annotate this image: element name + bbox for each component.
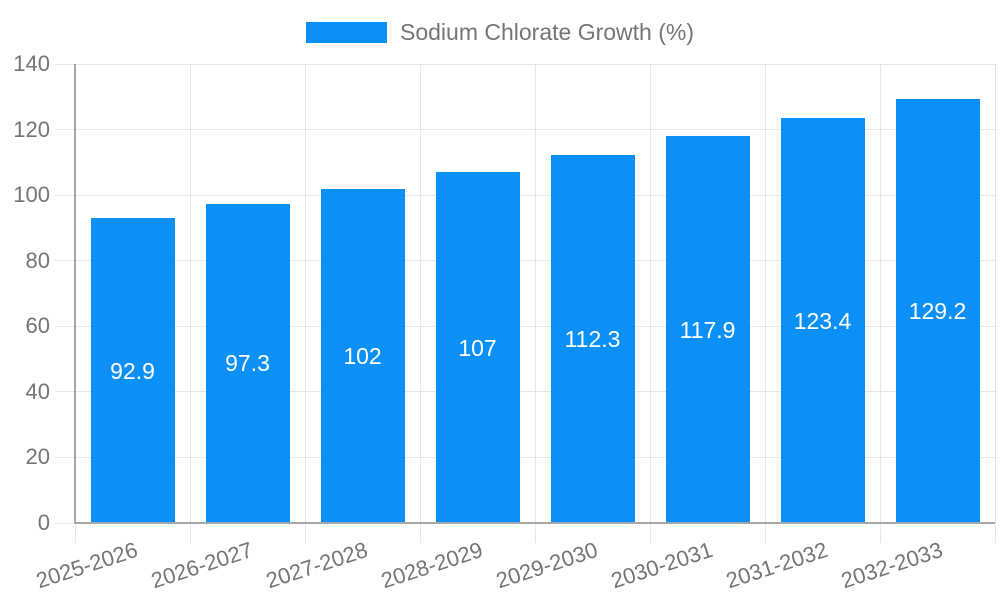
x-tick-mark xyxy=(879,523,881,543)
bar[interactable]: 92.9 xyxy=(90,218,175,523)
bar[interactable]: 97.3 xyxy=(205,203,290,523)
y-tick-label: 120 xyxy=(13,116,50,142)
y-tick-mark xyxy=(55,391,75,393)
bar[interactable]: 117.9 xyxy=(665,136,750,523)
legend[interactable]: Sodium Chlorate Growth (%) xyxy=(0,17,1000,47)
y-tick-mark xyxy=(55,325,75,327)
y-tick-label: 60 xyxy=(25,313,50,339)
y-tick-label: 100 xyxy=(13,182,50,208)
bar-value-label: 102 xyxy=(343,342,382,369)
bar-value-label: 107 xyxy=(458,334,497,361)
gridline-vertical xyxy=(189,64,191,523)
gridline-vertical xyxy=(994,64,996,523)
y-tick-mark xyxy=(55,194,75,196)
x-tick-mark xyxy=(74,523,76,543)
x-axis-line xyxy=(74,522,995,524)
bar[interactable]: 107 xyxy=(435,172,520,523)
y-tick-mark xyxy=(55,129,75,131)
y-tick-label: 140 xyxy=(13,51,50,76)
legend-label: Sodium Chlorate Growth (%) xyxy=(400,19,694,45)
bar-value-label: 92.9 xyxy=(110,357,155,384)
gridline-vertical xyxy=(304,64,306,523)
gridline-vertical xyxy=(649,64,651,523)
plot-area: 92.9 97.3 102 107 112.3 117.9 123.4 129.2 xyxy=(75,63,996,523)
bar[interactable]: 112.3 xyxy=(550,154,635,523)
y-tick-label: 80 xyxy=(25,247,50,273)
x-tick-mark xyxy=(534,523,536,543)
x-tick-mark xyxy=(764,523,766,543)
legend-swatch xyxy=(306,21,387,43)
x-tick-mark xyxy=(189,523,191,543)
y-tick-mark xyxy=(55,456,75,458)
bar-value-label: 112.3 xyxy=(564,325,621,352)
gridline-vertical xyxy=(764,64,766,523)
x-tick-mark xyxy=(419,523,421,543)
y-tick-label: 0 xyxy=(37,510,50,535)
gridline-vertical xyxy=(879,64,881,523)
x-tick-mark xyxy=(994,523,996,543)
bar[interactable]: 123.4 xyxy=(780,118,865,523)
y-tick-mark xyxy=(55,63,75,65)
y-axis-line xyxy=(74,64,76,523)
gridline-vertical xyxy=(534,64,536,523)
bar-value-label: 129.2 xyxy=(908,298,967,325)
y-tick-label: 20 xyxy=(25,444,50,470)
bar-value-label: 123.4 xyxy=(793,307,852,334)
y-tick-mark xyxy=(55,522,75,524)
x-tick-mark xyxy=(649,523,651,543)
y-tick-mark xyxy=(55,260,75,262)
bar[interactable]: 129.2 xyxy=(895,99,980,523)
x-tick-mark xyxy=(304,523,306,543)
bar-value-label: 97.3 xyxy=(225,350,270,377)
y-tick-label: 40 xyxy=(25,378,50,404)
gridline-vertical xyxy=(419,64,421,523)
bar[interactable]: 102 xyxy=(320,188,405,523)
bar-value-label: 117.9 xyxy=(679,316,736,343)
